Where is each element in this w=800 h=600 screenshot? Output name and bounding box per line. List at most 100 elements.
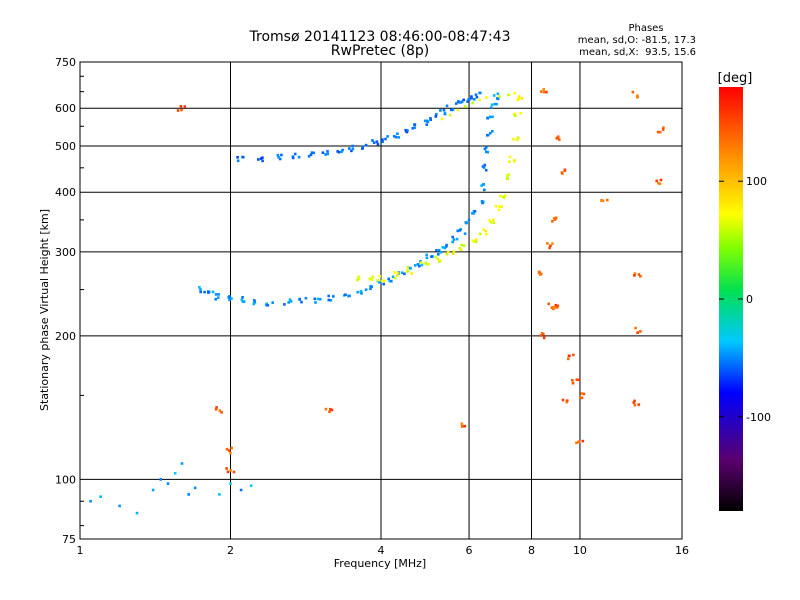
data-point bbox=[520, 97, 524, 100]
data-point bbox=[396, 132, 399, 135]
data-point bbox=[227, 449, 231, 452]
data-point bbox=[582, 392, 586, 396]
data-point bbox=[266, 304, 270, 307]
data-point bbox=[236, 156, 239, 159]
data-point bbox=[542, 88, 545, 91]
data-point bbox=[176, 109, 180, 112]
data-point bbox=[364, 143, 368, 147]
data-point bbox=[438, 259, 442, 262]
data-point bbox=[439, 109, 442, 112]
data-point bbox=[217, 293, 220, 296]
data-point bbox=[483, 147, 487, 151]
data-point bbox=[381, 279, 384, 283]
data-point bbox=[489, 220, 493, 224]
data-point bbox=[443, 246, 447, 250]
data-point bbox=[429, 118, 432, 121]
series-0 bbox=[198, 92, 500, 307]
data-point bbox=[214, 408, 218, 411]
data-point bbox=[485, 233, 488, 236]
data-point bbox=[135, 511, 139, 515]
data-point bbox=[280, 153, 283, 157]
data-point bbox=[324, 407, 328, 411]
data-point bbox=[491, 130, 494, 133]
data-point bbox=[326, 152, 330, 156]
data-point bbox=[180, 108, 183, 112]
data-point bbox=[571, 379, 574, 382]
data-point bbox=[538, 273, 542, 276]
data-point bbox=[261, 159, 264, 163]
data-point bbox=[344, 293, 347, 296]
data-point bbox=[492, 94, 496, 97]
data-point bbox=[425, 123, 429, 126]
data-point bbox=[225, 467, 228, 470]
data-point bbox=[324, 153, 327, 156]
data-point bbox=[278, 157, 282, 161]
data-point bbox=[151, 488, 155, 492]
data-point bbox=[445, 243, 448, 247]
data-point bbox=[458, 229, 462, 232]
data-point bbox=[357, 277, 360, 280]
data-point bbox=[368, 277, 372, 281]
data-point bbox=[440, 117, 444, 121]
data-point bbox=[560, 171, 564, 174]
x-tick-label: 16 bbox=[675, 544, 689, 557]
data-point bbox=[656, 130, 660, 134]
data-point bbox=[639, 330, 642, 333]
data-point bbox=[633, 272, 637, 275]
data-point bbox=[450, 108, 453, 112]
data-point bbox=[633, 399, 636, 403]
data-point bbox=[485, 96, 488, 99]
data-point bbox=[473, 98, 476, 101]
data-point bbox=[657, 181, 660, 185]
data-point bbox=[382, 282, 385, 286]
data-point bbox=[89, 499, 92, 503]
data-point bbox=[384, 137, 387, 141]
data-point bbox=[298, 298, 301, 301]
data-point bbox=[513, 91, 516, 95]
chart-subtitle: RwPretec (8p) bbox=[331, 43, 429, 59]
data-point bbox=[457, 100, 460, 103]
data-point bbox=[372, 141, 376, 144]
data-point bbox=[507, 93, 510, 97]
data-point bbox=[470, 96, 473, 100]
data-point bbox=[493, 102, 497, 106]
data-point bbox=[484, 168, 488, 172]
data-point bbox=[193, 486, 197, 490]
data-point bbox=[214, 298, 217, 301]
data-point bbox=[442, 108, 446, 112]
data-point bbox=[460, 100, 464, 103]
data-point bbox=[350, 149, 353, 153]
data-point bbox=[239, 488, 243, 492]
data-point bbox=[240, 298, 244, 302]
data-point bbox=[451, 240, 454, 244]
data-point bbox=[486, 116, 489, 120]
data-point bbox=[458, 247, 461, 250]
data-point bbox=[413, 264, 417, 267]
data-point bbox=[426, 120, 430, 123]
data-point bbox=[99, 495, 102, 498]
data-point bbox=[187, 493, 190, 496]
data-point bbox=[406, 266, 409, 269]
data-point bbox=[475, 95, 479, 99]
data-point bbox=[463, 424, 467, 428]
data-point bbox=[360, 292, 363, 295]
data-point bbox=[561, 398, 565, 402]
data-point bbox=[636, 94, 639, 97]
data-point bbox=[406, 129, 409, 132]
data-point bbox=[662, 126, 665, 129]
data-point bbox=[409, 267, 412, 270]
data-point bbox=[491, 115, 494, 119]
data-point bbox=[261, 156, 264, 159]
data-point bbox=[229, 482, 232, 485]
x-tick-label: 10 bbox=[573, 544, 587, 557]
data-point bbox=[502, 195, 505, 199]
data-point bbox=[600, 199, 603, 202]
data-point bbox=[393, 276, 397, 280]
data-point bbox=[498, 205, 501, 208]
data-point bbox=[448, 113, 452, 117]
data-point bbox=[452, 238, 456, 241]
y-tick-label: 500 bbox=[55, 140, 76, 153]
data-point bbox=[332, 295, 335, 298]
data-point bbox=[495, 102, 498, 106]
data-point bbox=[232, 470, 236, 474]
